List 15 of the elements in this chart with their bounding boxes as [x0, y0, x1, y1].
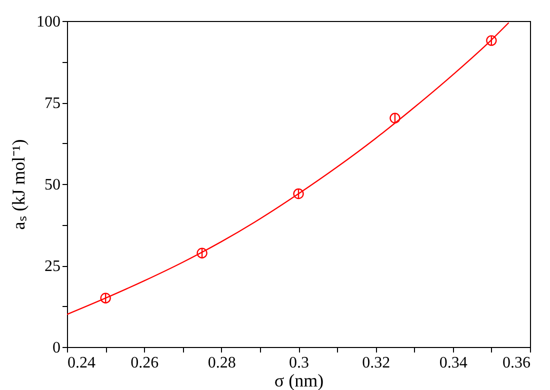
x-tick-label: 0.36 — [502, 354, 530, 372]
y-tick-label: 25 — [44, 258, 60, 275]
x-tick-label: 0.28 — [208, 354, 236, 372]
y-tick-label: 50 — [44, 176, 60, 194]
x-tick-label: 0.24 — [68, 354, 96, 372]
y-axis-title: aₛ (kJ mol⁻¹) — [8, 139, 28, 230]
y-tick-label: 75 — [44, 95, 60, 112]
line-series — [67, 22, 510, 315]
y-tick-label: 100 — [36, 14, 60, 30]
y-tick-label: 0 — [52, 340, 60, 356]
x-tick-label: 0.26 — [130, 354, 159, 372]
x-axis-title: σ (nm) — [274, 370, 324, 390]
x-tick-label: 0.34 — [439, 354, 468, 372]
x-tick-label: 0.3 — [289, 354, 309, 372]
x-tick-label: 0.32 — [362, 354, 390, 372]
